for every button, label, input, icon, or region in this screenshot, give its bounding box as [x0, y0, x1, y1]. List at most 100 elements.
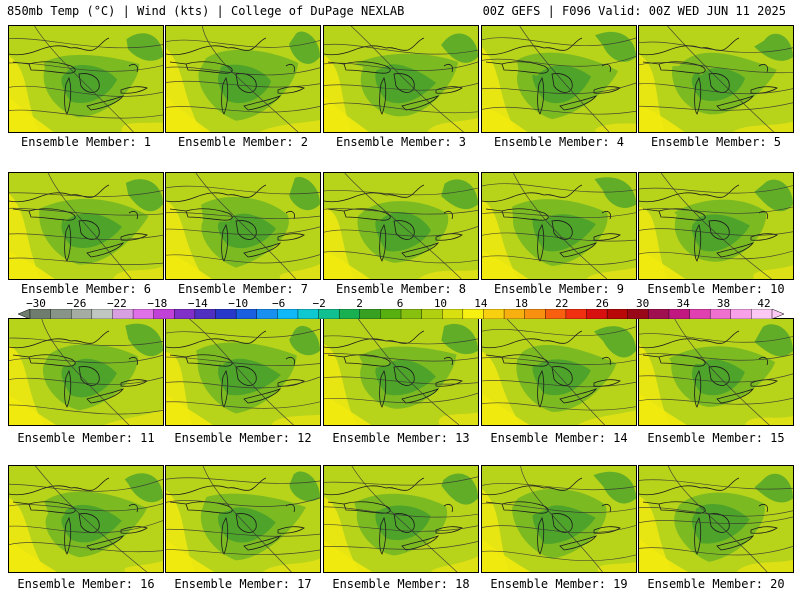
temperature-colorbar [18, 309, 784, 319]
colorbar-tick-label: 14 [474, 297, 488, 310]
ensemble-member-label: Ensemble Member: 10 [647, 282, 785, 296]
colorbar-tick-label: 22 [555, 297, 569, 310]
ensemble-member-label: Ensemble Member: 8 [335, 282, 467, 296]
colorbar-swatch [215, 309, 237, 319]
colorbar-swatch [256, 309, 278, 319]
colorbar-swatch [112, 309, 134, 319]
colorbar-swatch [91, 309, 113, 319]
colorbar-swatch [442, 309, 464, 319]
colorbar-min-arrow [18, 309, 31, 319]
colorbar-tick-label: −30 [26, 297, 46, 310]
colorbar-tick-label: 34 [676, 297, 690, 310]
colorbar-swatch [648, 309, 670, 319]
colorbar-swatch [71, 309, 93, 319]
ensemble-member-map [323, 172, 479, 280]
ensemble-member-map [323, 25, 479, 133]
colorbar-tick-label: 6 [396, 297, 404, 310]
ensemble-member-label: Ensemble Member: 15 [647, 431, 785, 445]
ensemble-member-map [638, 25, 794, 133]
ensemble-member-map [8, 172, 164, 280]
ensemble-member-map [165, 465, 321, 573]
ensemble-member-map [323, 318, 479, 426]
colorbar-swatch [194, 309, 216, 319]
colorbar-swatch [50, 309, 72, 319]
colorbar-tick-label: −26 [66, 297, 87, 310]
colorbar-tick-label: 18 [514, 297, 528, 310]
colorbar-swatch [318, 309, 340, 319]
colorbar-tick-label: 10 [433, 297, 448, 310]
colorbar-tick-label: 38 [716, 297, 731, 310]
ensemble-member-map [8, 465, 164, 573]
colorbar-tick-label: −22 [106, 297, 127, 310]
colorbar-swatch [359, 309, 381, 319]
colorbar-swatch [421, 309, 443, 319]
colorbar-swatch [668, 309, 691, 319]
colorbar-swatch [606, 309, 629, 319]
colorbar-swatch [730, 309, 752, 319]
ensemble-member-label: Ensemble Member: 19 [490, 577, 628, 591]
colorbar-swatch [751, 309, 773, 319]
colorbar-tick-label: 2 [356, 297, 363, 310]
ensemble-member-label: Ensemble Member: 16 [17, 577, 155, 591]
colorbar-swatch [400, 309, 423, 319]
ensemble-member-label: Ensemble Member: 13 [332, 431, 470, 445]
ensemble-member-label: Ensemble Member: 11 [17, 431, 155, 445]
colorbar-swatch [689, 309, 711, 319]
ensemble-member-map [8, 318, 164, 426]
colorbar-swatch [380, 309, 402, 319]
colorbar-swatch [235, 309, 258, 319]
ensemble-member-label: Ensemble Member: 18 [332, 577, 470, 591]
ensemble-member-map [165, 25, 321, 133]
colorbar-swatch [483, 309, 505, 319]
model-run-info: 00Z GEFS | F096 Valid: 00Z WED JUN 11 20… [482, 4, 786, 18]
ensemble-member-label: Ensemble Member: 9 [493, 282, 625, 296]
colorbar-swatch [545, 309, 567, 319]
colorbar-tick-label: 30 [636, 297, 650, 310]
colorbar-swatch [565, 309, 588, 319]
colorbar-swatch [503, 309, 526, 319]
colorbar-tick-label: −6 [272, 297, 286, 310]
ensemble-member-map [638, 172, 794, 280]
ensemble-member-label: Ensemble Member: 5 [650, 135, 782, 149]
ensemble-member-map [481, 318, 637, 426]
colorbar-tick-label: 26 [595, 297, 609, 310]
ensemble-member-map [638, 318, 794, 426]
colorbar-swatch [586, 309, 608, 319]
colorbar-tick-label: −14 [187, 297, 208, 310]
ensemble-member-label: Ensemble Member: 6 [20, 282, 152, 296]
ensemble-member-label: Ensemble Member: 2 [177, 135, 309, 149]
ensemble-member-label: Ensemble Member: 1 [20, 135, 152, 149]
ensemble-member-label: Ensemble Member: 20 [647, 577, 785, 591]
colorbar-tick-label: 42 [757, 297, 771, 310]
colorbar-swatch [627, 309, 649, 319]
colorbar-max-arrow [771, 309, 784, 319]
colorbar-swatch [153, 309, 175, 319]
ensemble-member-label: Ensemble Member: 17 [174, 577, 312, 591]
colorbar-tick-label: −18 [147, 297, 168, 310]
ensemble-member-map [481, 25, 637, 133]
colorbar-swatch [462, 309, 484, 319]
ensemble-member-label: Ensemble Member: 14 [490, 431, 628, 445]
ensemble-member-label: Ensemble Member: 7 [177, 282, 309, 296]
ensemble-member-map [638, 465, 794, 573]
ensemble-member-label: Ensemble Member: 3 [335, 135, 467, 149]
ensemble-member-map [165, 318, 321, 426]
colorbar-swatch [709, 309, 732, 319]
colorbar-swatch [297, 309, 320, 319]
colorbar-swatch [174, 309, 196, 319]
colorbar-swatch [338, 309, 361, 319]
colorbar-tick-label: −2 [312, 297, 326, 310]
ensemble-member-map [481, 172, 637, 280]
ensemble-member-label: Ensemble Member: 4 [493, 135, 625, 149]
colorbar-swatch [29, 309, 52, 319]
ensemble-member-map [8, 25, 164, 133]
ensemble-member-map [323, 465, 479, 573]
ensemble-member-map [165, 172, 321, 280]
ensemble-member-map [481, 465, 637, 573]
colorbar-swatch [524, 309, 546, 319]
colorbar-tick-label: −10 [228, 297, 249, 310]
map-title: 850mb Temp (°C) | Wind (kts) | College o… [7, 4, 405, 18]
ensemble-member-label: Ensemble Member: 12 [174, 431, 312, 445]
colorbar-swatch [132, 309, 155, 319]
colorbar-swatch [277, 309, 299, 319]
